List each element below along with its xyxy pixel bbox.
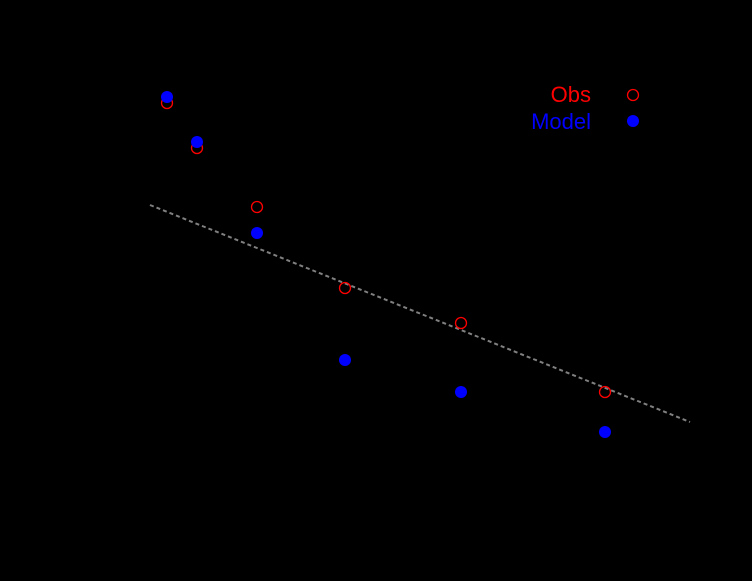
obs-series <box>160 96 612 399</box>
model-series <box>161 91 611 438</box>
model-point <box>251 227 263 239</box>
model-point <box>599 426 611 438</box>
model-point <box>191 136 203 148</box>
obs-point <box>598 385 612 399</box>
obs-point <box>250 200 264 214</box>
trend-line-segment <box>149 204 691 423</box>
legend-model-marker-icon <box>627 115 639 127</box>
model-point <box>339 354 351 366</box>
model-point <box>161 91 173 103</box>
model-point <box>455 386 467 398</box>
legend-label-obs: Obs <box>551 82 591 107</box>
legend-label-model: Model <box>531 109 591 134</box>
obs-point <box>338 281 352 295</box>
legend: Obs Model <box>531 82 640 134</box>
legend-obs-marker-icon <box>626 88 640 102</box>
trend-line <box>149 204 691 423</box>
obs-point <box>454 316 468 330</box>
